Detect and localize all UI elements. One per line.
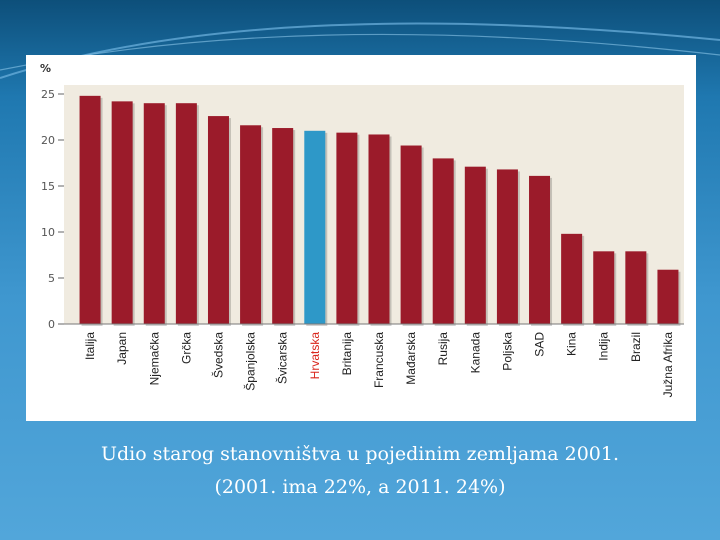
x-tick-label: Mađarska [404,332,418,385]
bar [272,128,294,324]
x-tick-label: Italija [83,332,97,360]
x-tick-label: Kanada [468,332,482,374]
caption-line-2: (2001. ima 22%, a 2011. 24%) [214,476,506,498]
bar [336,132,358,324]
bar [240,125,262,324]
y-tick-label: 20 [41,134,55,147]
x-tick-label: Švicarska [275,332,290,384]
caption-line-1: Udio starog stanovništva u pojedinim zem… [100,443,620,465]
bar [368,134,390,324]
y-tick-label: 5 [48,272,55,285]
bar [143,103,165,324]
bar [593,251,615,324]
bar [175,103,197,324]
x-tick-label: SAD [533,332,547,357]
x-tick-label: Britanija [340,332,354,376]
bar [464,166,486,324]
bar [529,175,551,324]
x-tick-label: Poljska [500,332,514,371]
x-tick-label: Španjolska [243,332,258,391]
x-tick-label: Indija [597,332,611,361]
bar [432,158,454,324]
x-tick-label: Francuska [372,332,386,388]
x-tick-label: Njemačka [147,332,161,386]
bar [400,145,422,324]
x-tick-label: Hrvatska [308,332,322,380]
chart-panel: % 0 5 10 15 20 25 Italija Japan Njemačka Grčka Šved… [26,55,696,421]
x-tick-label: Kina [565,332,579,356]
x-tick-label: Švedska [210,332,225,378]
bar [207,116,229,324]
bar [496,169,518,324]
y-tick-label: 25 [41,88,55,101]
y-axis-label: % [40,62,51,75]
x-tick-label: Brazil [629,332,643,362]
x-tick-label: Južna Afrika [661,332,675,398]
x-tick-label: Rusija [436,332,450,366]
bar [561,233,583,324]
y-tick-label: 10 [41,226,55,239]
bar-chart: % 0 5 10 15 20 25 Italija Japan Njemačka Grčka Šved… [40,62,684,398]
y-tick-label: 0 [48,318,55,331]
bar [625,251,647,324]
x-tick-label: Grčka [179,332,193,364]
y-tick-label: 15 [41,180,55,193]
bar [304,130,326,324]
x-tick-label: Japan [115,332,129,365]
bar [111,101,133,324]
bar [657,269,679,324]
slide-caption: Udio starog stanovništva u pojedinim zem… [0,438,720,504]
bar [79,95,101,324]
